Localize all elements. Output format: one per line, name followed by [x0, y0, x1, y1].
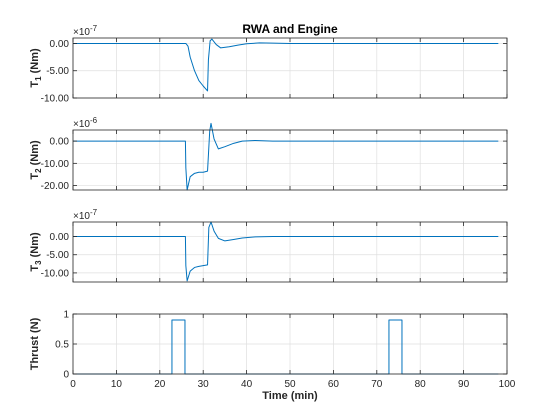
y-tick-label: 0.00	[50, 137, 70, 148]
series-line-1	[73, 38, 499, 92]
y-multiplier: ×10-7	[73, 208, 98, 222]
x-tick-label: 20	[154, 379, 166, 390]
y-tick-label: -5.00	[46, 66, 69, 77]
y-axis-label: T1 (Nm)	[29, 48, 43, 88]
x-tick-label: 100	[499, 379, 516, 390]
y-tick-label: -5.00	[46, 250, 69, 261]
x-tick-label: 40	[241, 379, 253, 390]
series-line-1	[73, 122, 499, 191]
y-axis-label: Thrust (N)	[29, 317, 41, 370]
y-tick-label: -10.00	[41, 159, 70, 170]
series-line-1	[73, 221, 499, 282]
y-tick-label: 0.00	[50, 232, 70, 243]
y-tick-label: 0.00	[50, 39, 70, 50]
y-multiplier: ×10-7	[73, 24, 98, 38]
x-tick-label: 60	[328, 379, 340, 390]
y-axis-label: T2 (Nm)	[29, 140, 43, 180]
figure-title: RWA and Engine	[242, 22, 338, 36]
y-tick-label: -10.00	[41, 94, 70, 105]
x-axis-label: Time (min)	[262, 390, 318, 402]
subplot-3: 0.00 -5.00 -10.00 ×10-7 T3 (Nm)	[29, 208, 508, 283]
y-tick-label: -10.00	[41, 268, 70, 279]
y-tick-label: -20.00	[41, 181, 70, 192]
x-tick-label: 90	[458, 379, 470, 390]
x-tick-label: 10	[111, 379, 123, 390]
x-tick-label: 70	[371, 379, 383, 390]
x-tick-label: 50	[284, 379, 296, 390]
x-tick-label: 30	[198, 379, 210, 390]
y-tick-label: 0	[63, 370, 69, 381]
y-multiplier: ×10-6	[73, 116, 98, 130]
y-tick-label: 0.5	[55, 340, 69, 351]
subplot-2: 0.00 -10.00 -20.00 ×10-6 T2 (Nm)	[29, 116, 508, 192]
subplots: 0.00 -5.00 -10.00 ×10-7 T1 (Nm) 0.00 -10.00 -20…	[29, 24, 516, 390]
y-tick-label: 1	[63, 310, 69, 321]
subplot-1: 0.00 -5.00 -10.00 ×10-7 T1 (Nm)	[29, 24, 508, 105]
x-tick-label: 0	[70, 379, 76, 390]
x-tick-label: 80	[415, 379, 427, 390]
y-axis-label: T3 (Nm)	[29, 232, 43, 272]
